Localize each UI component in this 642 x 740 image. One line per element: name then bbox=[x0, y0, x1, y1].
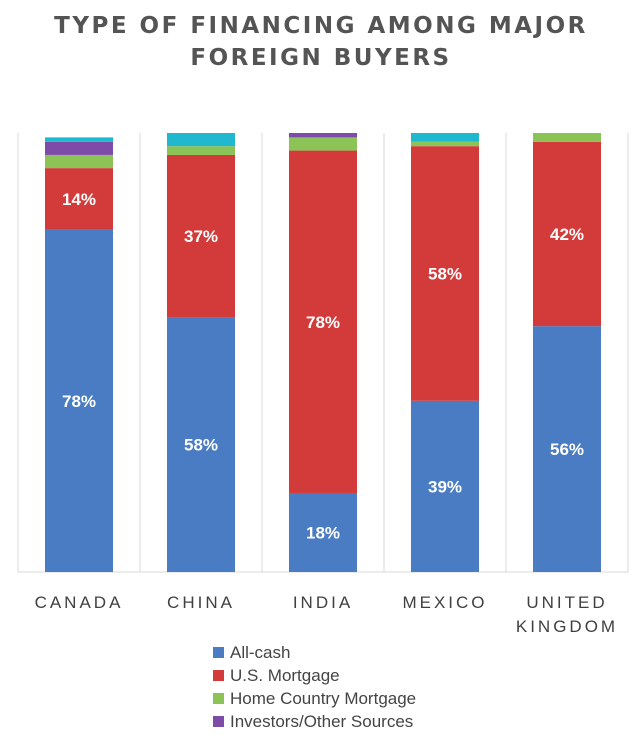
legend-label-us-mortgage: U.S. Mortgage bbox=[230, 665, 340, 685]
all-cash-bar-china bbox=[167, 317, 235, 572]
segment-4-bar-canada bbox=[45, 137, 113, 142]
investors-other-sources-bar-canada bbox=[45, 141, 113, 155]
legend: All-cash U.S. Mortgage Home Country Mort… bbox=[213, 641, 416, 733]
chart-title-line-2: FOREIGN BUYERS bbox=[190, 45, 452, 71]
all-cash-bar-canada bbox=[45, 229, 113, 572]
data-label-all-cash-bar-india: 18% bbox=[306, 523, 340, 542]
data-label-u-s-mortgage-bar-mexico: 58% bbox=[428, 264, 462, 283]
legend-swatch-investors-other-sources bbox=[213, 716, 224, 727]
u-s-mortgage-bar-united-kingdom bbox=[533, 141, 601, 327]
all-cash-bar-united-kingdom bbox=[533, 326, 601, 572]
category-label-mexico: MEXICO bbox=[402, 593, 487, 612]
data-label-all-cash-bar-canada: 78% bbox=[62, 392, 96, 411]
legend-item-all-cash: All-cash bbox=[213, 641, 416, 664]
legend-item-us-mortgage: U.S. Mortgage bbox=[213, 664, 416, 687]
data-label-all-cash-bar-mexico: 39% bbox=[428, 477, 462, 496]
legend-swatch-us-mortgage bbox=[213, 670, 224, 681]
home-country-mortgage-bar-canada bbox=[45, 154, 113, 169]
u-s-mortgage-bar-china bbox=[167, 154, 235, 318]
category-label-canada: CANADA bbox=[35, 593, 124, 612]
category-label-united-kingdom-line-1: UNITED bbox=[526, 593, 607, 612]
investors-other-sources-bar-india bbox=[289, 133, 357, 138]
data-label-u-s-mortgage-bar-canada: 14% bbox=[62, 190, 96, 209]
category-label-india: INDIA bbox=[293, 593, 353, 612]
home-country-mortgage-bar-china bbox=[167, 146, 235, 155]
legend-swatch-home-country-mortgage bbox=[213, 693, 224, 704]
segment-4-bar-mexico bbox=[411, 133, 479, 142]
all-cash-bar-india bbox=[289, 492, 357, 572]
category-label-united-kingdom-line-2: KINGDOM bbox=[516, 617, 618, 636]
data-label-u-s-mortgage-bar-united-kingdom: 42% bbox=[550, 225, 584, 244]
all-cash-bar-mexico bbox=[411, 400, 479, 572]
data-label-u-s-mortgage-bar-china: 37% bbox=[184, 227, 218, 246]
legend-item-investors-other-sources: Investors/Other Sources bbox=[213, 710, 416, 733]
chart-title: TYPE OF FINANCING AMONG MAJOR FOREIGN BU… bbox=[0, 10, 642, 74]
u-s-mortgage-bar-mexico bbox=[411, 146, 479, 401]
legend-item-home-country-mortgage: Home Country Mortgage bbox=[213, 687, 416, 710]
u-s-mortgage-bar-canada bbox=[45, 168, 113, 230]
segment-4-bar-china bbox=[167, 133, 235, 147]
legend-label-all-cash: All-cash bbox=[230, 642, 291, 662]
home-country-mortgage-bar-india bbox=[289, 137, 357, 151]
legend-swatch-all-cash bbox=[213, 647, 224, 658]
legend-label-home-country-mortgage: Home Country Mortgage bbox=[230, 688, 417, 708]
data-label-all-cash-bar-united-kingdom: 56% bbox=[550, 440, 584, 459]
data-label-u-s-mortgage-bar-india: 78% bbox=[306, 313, 340, 332]
chart-title-line-1: TYPE OF FINANCING AMONG MAJOR bbox=[54, 13, 588, 39]
category-label-china: CHINA bbox=[167, 593, 235, 612]
legend-label-investors-other-sources: Investors/Other Sources bbox=[230, 711, 414, 731]
home-country-mortgage-bar-mexico bbox=[411, 141, 479, 147]
data-label-all-cash-bar-china: 58% bbox=[184, 436, 218, 455]
u-s-mortgage-bar-india bbox=[289, 150, 357, 493]
home-country-mortgage-bar-united-kingdom bbox=[533, 133, 601, 142]
